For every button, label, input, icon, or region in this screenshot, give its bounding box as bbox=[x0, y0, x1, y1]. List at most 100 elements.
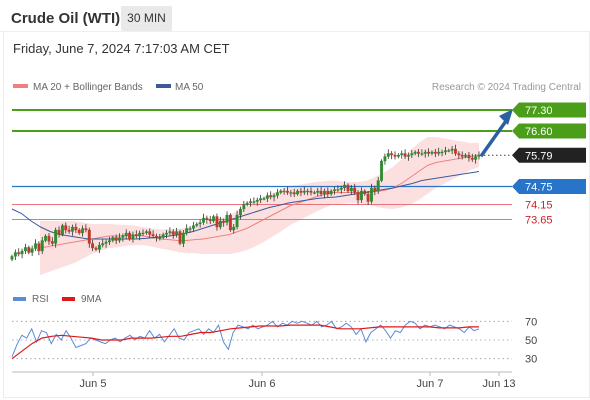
candle-body bbox=[319, 190, 323, 195]
candle-body bbox=[71, 226, 74, 232]
candle-body bbox=[252, 201, 256, 203]
candle-body bbox=[262, 198, 266, 200]
candle-body bbox=[366, 193, 370, 202]
timeframe-button[interactable]: 30 MIN bbox=[121, 6, 172, 31]
candle-body bbox=[235, 214, 239, 228]
candle-body bbox=[104, 241, 108, 244]
candle-body bbox=[454, 148, 457, 154]
candle-body bbox=[151, 234, 155, 237]
candle-body bbox=[195, 223, 199, 226]
candle-body bbox=[323, 190, 326, 195]
ma20-line bbox=[39, 154, 480, 249]
candle-body bbox=[107, 240, 111, 243]
candle-body bbox=[299, 190, 303, 193]
candle-body bbox=[67, 229, 71, 232]
candle-body bbox=[30, 248, 34, 253]
candle-body bbox=[265, 195, 269, 199]
candle-body bbox=[403, 153, 407, 157]
price-legend: MA 20 + Bollinger Bands MA 50 Research ©… bbox=[13, 82, 581, 93]
price-levels bbox=[12, 109, 512, 220]
candle-body bbox=[97, 244, 101, 250]
candle-body bbox=[279, 190, 283, 193]
candle-body bbox=[50, 241, 54, 244]
ma20-legend-label: MA 20 + Bollinger Bands bbox=[33, 82, 143, 93]
candle-body bbox=[94, 247, 98, 250]
x-tick-label: Jun 13 bbox=[482, 378, 515, 390]
candle-body bbox=[410, 153, 414, 156]
rsi-9ma-line bbox=[11, 324, 479, 360]
candle-body bbox=[74, 226, 78, 231]
candle-body bbox=[225, 214, 229, 223]
rsi-tick-50: 50 bbox=[525, 335, 537, 347]
chart-datetime: Friday, June 7, 2024 7:17:03 AM CET bbox=[13, 41, 230, 56]
rsi-legend-label: RSI bbox=[32, 294, 49, 305]
candle-body bbox=[353, 187, 357, 193]
candle-body bbox=[124, 232, 128, 237]
candle-body bbox=[175, 231, 179, 235]
candle-body bbox=[316, 190, 320, 193]
candle-body bbox=[474, 156, 478, 160]
candle-body bbox=[457, 153, 461, 156]
candle-body bbox=[272, 195, 276, 198]
rsi-tick-70: 70 bbox=[525, 316, 537, 328]
candle-body bbox=[329, 190, 333, 195]
x-tick-label: Jun 6 bbox=[249, 378, 276, 390]
candle-body bbox=[423, 151, 427, 154]
candle-body bbox=[336, 189, 340, 191]
candle-body bbox=[44, 235, 48, 241]
candle-body bbox=[370, 187, 373, 202]
candle-body bbox=[255, 199, 259, 202]
candle-body bbox=[57, 229, 61, 235]
candle-body bbox=[158, 237, 162, 239]
candle-body bbox=[218, 220, 222, 228]
candle-body bbox=[242, 204, 246, 210]
candle-body bbox=[202, 217, 205, 223]
candle-body bbox=[259, 198, 263, 201]
candle-body bbox=[406, 154, 410, 157]
candle-body bbox=[417, 151, 420, 154]
candle-body bbox=[10, 256, 14, 260]
candle-body bbox=[393, 154, 397, 157]
9ma-legend-label: 9MA bbox=[81, 294, 102, 305]
candle-body bbox=[289, 192, 293, 194]
candle-body bbox=[440, 151, 444, 154]
candle-body bbox=[275, 192, 279, 196]
candle-body bbox=[144, 231, 148, 234]
candle-body bbox=[359, 190, 363, 201]
candle-body bbox=[356, 192, 360, 201]
watermark: Research © 2024 Trading Central bbox=[432, 82, 581, 93]
candle-body bbox=[168, 231, 172, 234]
candle-body bbox=[376, 180, 380, 192]
candle-body bbox=[128, 232, 132, 240]
candle-body bbox=[292, 192, 296, 195]
level-label-76.60: 76.60 bbox=[525, 126, 553, 138]
candle-body bbox=[171, 231, 175, 235]
x-tick-label: Jun 7 bbox=[417, 378, 444, 390]
level-labels: 77.30 76.60 75.79 74.75 74.15 73.65 bbox=[512, 102, 586, 227]
candle-body bbox=[400, 153, 404, 156]
candle-body bbox=[232, 226, 236, 231]
candle-body bbox=[349, 187, 353, 192]
candle-body bbox=[131, 234, 135, 240]
ma20-legend-swatch bbox=[13, 84, 28, 88]
candle-body bbox=[464, 154, 468, 157]
candle-body bbox=[302, 190, 306, 193]
candle-body bbox=[118, 237, 121, 241]
candle-body bbox=[228, 214, 232, 231]
bollinger-band-fill bbox=[40, 137, 479, 275]
candle-body bbox=[148, 231, 152, 235]
x-tick-label: Jun 5 bbox=[80, 378, 107, 390]
candle-body bbox=[286, 190, 289, 193]
level-tag-77.30 bbox=[512, 102, 586, 118]
candle-body bbox=[208, 219, 212, 222]
instrument-title: Crude Oil (WTI) bbox=[11, 10, 121, 27]
level-label-77.30: 77.30 bbox=[525, 105, 553, 117]
candle-body bbox=[87, 229, 91, 244]
level-tag-75.79 bbox=[512, 147, 586, 163]
candle-body bbox=[138, 232, 142, 237]
rsi-panel: 70 50 30 bbox=[11, 316, 537, 366]
candle-body bbox=[222, 220, 226, 223]
level-tag-76.60 bbox=[512, 123, 586, 139]
candle-body bbox=[134, 234, 138, 237]
